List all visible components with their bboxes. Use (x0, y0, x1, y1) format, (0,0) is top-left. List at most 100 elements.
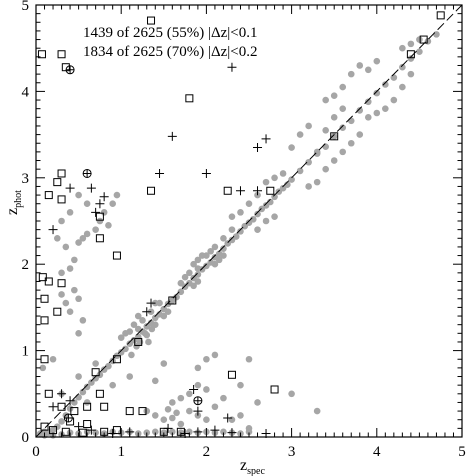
data-point (262, 178, 270, 186)
y-tick-label: 3 (22, 171, 30, 187)
data-point (75, 191, 82, 199)
y-tick-label: 0 (22, 430, 30, 446)
square-marker (419, 35, 428, 44)
x-tick-label: 1 (117, 444, 125, 460)
data-point (305, 183, 312, 190)
data-point (211, 351, 219, 359)
data-point (160, 360, 168, 367)
data-point (134, 312, 142, 320)
data-point (296, 167, 304, 175)
data-point (194, 278, 202, 285)
data-point (220, 428, 227, 436)
plus-marker (86, 183, 96, 193)
data-point (79, 317, 87, 324)
data-point (339, 124, 347, 131)
data-point (330, 114, 338, 121)
data-point (203, 252, 210, 259)
y-tick-label: 4 (22, 84, 30, 100)
data-point (407, 40, 415, 48)
x-tick-label: 4 (373, 444, 381, 460)
plus-marker (91, 207, 101, 217)
x-tick-label: 0 (32, 444, 40, 460)
data-point (322, 96, 329, 104)
data-point (313, 407, 321, 415)
data-point (186, 269, 193, 277)
data-point (105, 222, 112, 229)
data-point (245, 355, 253, 363)
square-marker (40, 355, 49, 364)
data-point (296, 131, 304, 138)
data-point (75, 393, 82, 401)
data-point (203, 386, 210, 393)
data-point (203, 416, 210, 424)
data-point (382, 105, 389, 112)
data-point (356, 131, 364, 138)
data-point (194, 265, 202, 272)
square-marker (91, 368, 100, 377)
square-marker (78, 428, 87, 437)
data-point (215, 256, 223, 264)
square-marker (112, 251, 121, 260)
data-point (339, 148, 347, 156)
plus-marker (142, 307, 152, 317)
plus-marker (65, 183, 75, 193)
data-point (390, 96, 398, 104)
plus-marker (48, 225, 58, 235)
data-point (339, 83, 347, 91)
data-point (39, 364, 47, 372)
y-tick-label: 2 (22, 257, 30, 273)
data-point (245, 200, 253, 208)
data-point (245, 425, 253, 432)
data-point (382, 81, 389, 88)
data-point (399, 63, 406, 71)
square-marker (53, 178, 62, 187)
square-marker (57, 279, 66, 288)
data-point (254, 226, 261, 233)
data-point (71, 256, 78, 264)
data-point (122, 345, 129, 353)
data-point (232, 233, 240, 240)
data-point (169, 428, 176, 436)
data-point (58, 217, 65, 225)
data-point (305, 122, 312, 130)
data-point (254, 399, 261, 406)
y-axis-label-sub: phot (13, 190, 24, 208)
data-point (109, 381, 116, 389)
data-point (416, 48, 423, 55)
data-point (271, 174, 278, 182)
axis-ticks (35, 4, 463, 438)
square-marker (134, 337, 143, 346)
data-point (203, 355, 210, 363)
data-point (211, 260, 219, 268)
data-point (83, 383, 91, 391)
data-point (424, 37, 432, 45)
square-marker (61, 427, 70, 436)
tick-labels: 0 1 2 3 4 5 0 1 2 3 4 5 (22, 0, 466, 460)
plus-marker (48, 402, 58, 412)
data-point (75, 239, 82, 246)
square-marker (95, 234, 104, 243)
data-point (288, 390, 295, 398)
square-marker (112, 355, 121, 364)
data-point (62, 299, 70, 307)
data-point (313, 178, 321, 186)
square-marker (44, 389, 53, 398)
y-tick-label: 1 (22, 344, 30, 360)
data-point (177, 279, 185, 287)
data-point (58, 418, 65, 425)
square-marker (95, 389, 104, 398)
data-point (100, 209, 108, 216)
data-point (322, 143, 329, 150)
annotation-line-2: 1834 of 2625 (70%) |Δz|<0.2 (83, 44, 258, 60)
data-point (134, 325, 142, 333)
square-marker (40, 316, 49, 325)
plus-marker (163, 423, 173, 433)
data-point (262, 217, 270, 225)
data-point (211, 403, 219, 411)
data-point (141, 330, 149, 337)
data-point (173, 409, 180, 417)
y-axis-label-main: z (4, 208, 21, 215)
data-point (128, 351, 135, 359)
data-point (194, 256, 202, 264)
square-marker (436, 11, 445, 20)
